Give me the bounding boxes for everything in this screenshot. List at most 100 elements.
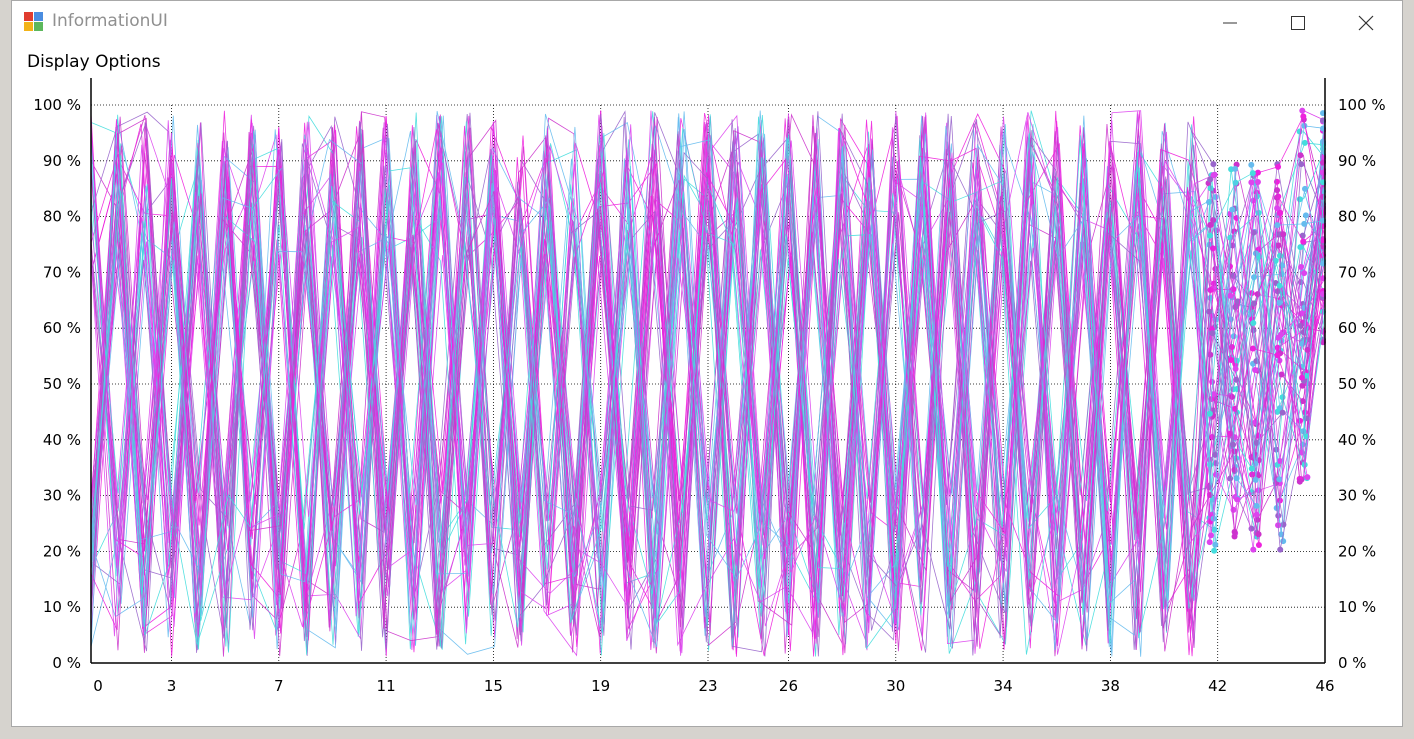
menu-display-options[interactable]: Display Options — [27, 52, 161, 72]
series-point — [1210, 515, 1217, 522]
x-tick-label: 19 — [591, 677, 610, 695]
series-point — [1253, 511, 1260, 518]
series-line — [1303, 157, 1326, 325]
series-point — [1232, 365, 1239, 372]
series-point — [1278, 371, 1285, 378]
series-point — [1254, 291, 1261, 298]
series-point — [1299, 232, 1306, 239]
series-line — [90, 110, 1308, 655]
series-point — [1206, 539, 1213, 546]
x-tick-label: 0 — [93, 677, 103, 695]
y-tick-label-right: 0 % — [1338, 654, 1367, 672]
menu-bar: Display Options — [12, 49, 1402, 77]
y-tick-label-left: 100 % — [33, 96, 81, 114]
series-point — [1252, 366, 1259, 373]
series-point — [1297, 417, 1304, 424]
series-point — [1297, 244, 1304, 251]
series-point — [1227, 292, 1234, 299]
series-point — [1232, 165, 1239, 172]
maximize-icon — [1291, 16, 1305, 30]
series-point — [1234, 496, 1241, 503]
series-point — [1250, 546, 1257, 553]
series-point — [1228, 356, 1235, 363]
series-point — [1251, 300, 1258, 307]
series-point — [1248, 525, 1255, 532]
y-tick-label-left: 90 % — [43, 152, 81, 170]
series-point — [1276, 476, 1283, 483]
series-point — [1250, 274, 1257, 281]
series-point — [1211, 547, 1218, 554]
series-line — [1303, 162, 1326, 350]
series-point — [1274, 187, 1281, 194]
x-tick-label: 23 — [698, 677, 717, 695]
series-line — [1303, 113, 1326, 344]
series-point — [1301, 270, 1308, 277]
series-point — [1274, 352, 1281, 359]
series-line — [90, 112, 1302, 649]
close-button[interactable] — [1332, 1, 1400, 45]
chart-tick-labels: 0 % 0 % 10 % 10 % 20 % 20 % 30 % 30 % 40 % 40 % 50… — [33, 96, 1385, 695]
series-point — [1274, 205, 1281, 212]
y-tick-label-left: 40 % — [43, 431, 81, 449]
close-icon — [1358, 15, 1374, 31]
x-tick-label: 3 — [167, 677, 177, 695]
series-point — [1279, 394, 1286, 401]
chart-axes — [90, 78, 1326, 664]
y-tick-label-left: 70 % — [43, 263, 81, 281]
y-tick-label-left: 20 % — [43, 542, 81, 560]
x-tick-label: 30 — [886, 677, 905, 695]
series-point — [1298, 161, 1305, 168]
maximize-button[interactable] — [1264, 1, 1332, 45]
series-point — [1276, 282, 1283, 289]
y-tick-label-right: 100 % — [1338, 96, 1386, 114]
series-point — [1207, 176, 1214, 183]
series-line — [1303, 188, 1326, 264]
y-tick-label-right: 10 % — [1338, 598, 1376, 616]
series-line — [90, 126, 1303, 653]
series-point — [1254, 178, 1261, 185]
series-line — [90, 110, 1306, 657]
app-logo-icon — [24, 12, 44, 32]
series-point — [1230, 506, 1237, 513]
series-point — [1207, 221, 1214, 228]
series-line — [90, 133, 1307, 655]
y-tick-label-left: 60 % — [43, 319, 81, 337]
series-point — [1300, 113, 1307, 120]
series-point — [1249, 345, 1256, 352]
chart-series — [90, 107, 1326, 657]
series-line — [90, 115, 1303, 656]
series-line — [1303, 246, 1326, 295]
series-point — [1227, 475, 1234, 482]
series-point — [1255, 531, 1262, 538]
y-tick-label-right: 60 % — [1338, 319, 1376, 337]
series-line — [90, 111, 1302, 653]
x-tick-label: 34 — [994, 677, 1013, 695]
series-point — [1254, 169, 1261, 176]
series-point — [1253, 502, 1260, 509]
series-point — [1207, 232, 1214, 239]
series-point — [1276, 252, 1283, 259]
series-point — [1280, 231, 1287, 238]
series-line — [1303, 164, 1326, 221]
minimize-button[interactable] — [1196, 1, 1264, 45]
series-point — [1299, 398, 1306, 405]
series-point — [1277, 331, 1284, 338]
series-point — [1249, 170, 1256, 177]
series-point — [1248, 465, 1255, 472]
series-point — [1248, 161, 1255, 168]
series-point — [1212, 193, 1219, 200]
y-tick-label-left: 10 % — [43, 598, 81, 616]
series-point — [1274, 408, 1281, 415]
series-point — [1275, 242, 1282, 249]
series-point — [1298, 264, 1305, 271]
x-tick-label: 11 — [377, 677, 396, 695]
series-point — [1230, 273, 1237, 280]
y-tick-label-right: 70 % — [1338, 263, 1376, 281]
y-tick-label-right: 90 % — [1338, 152, 1376, 170]
series-point — [1250, 320, 1257, 327]
series-line — [90, 113, 1307, 656]
series-line — [90, 116, 1301, 651]
series-point — [1304, 474, 1311, 481]
title-bar[interactable]: InformationUI — [12, 1, 1402, 45]
